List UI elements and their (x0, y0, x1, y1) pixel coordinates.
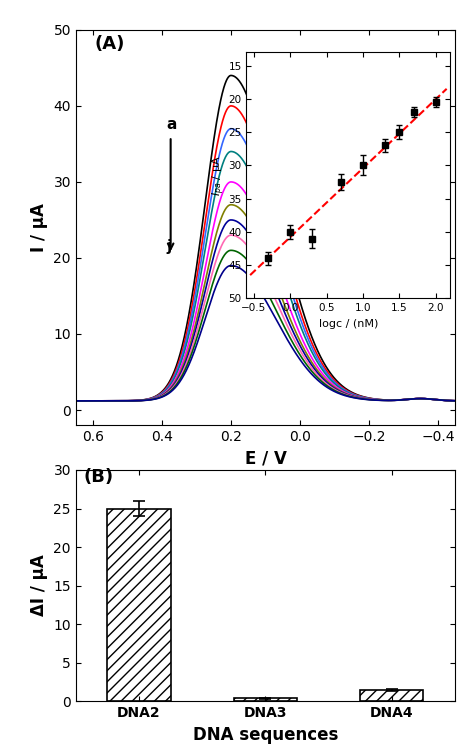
Text: j: j (166, 239, 172, 254)
Text: a: a (166, 117, 176, 132)
Y-axis label: I / μA: I / μA (30, 203, 48, 252)
X-axis label: E / V: E / V (245, 450, 286, 468)
Bar (360, 689, 423, 701)
Text: (B): (B) (83, 468, 114, 486)
Text: (A): (A) (95, 35, 125, 53)
Y-axis label: $I_{pa}$ / μA: $I_{pa}$ / μA (210, 155, 227, 195)
Y-axis label: ΔI / μA: ΔI / μA (30, 555, 48, 616)
X-axis label: DNA sequences: DNA sequences (193, 726, 338, 744)
Bar (234, 698, 297, 701)
Bar (108, 509, 171, 701)
X-axis label: logc / (nM): logc / (nM) (319, 319, 378, 329)
